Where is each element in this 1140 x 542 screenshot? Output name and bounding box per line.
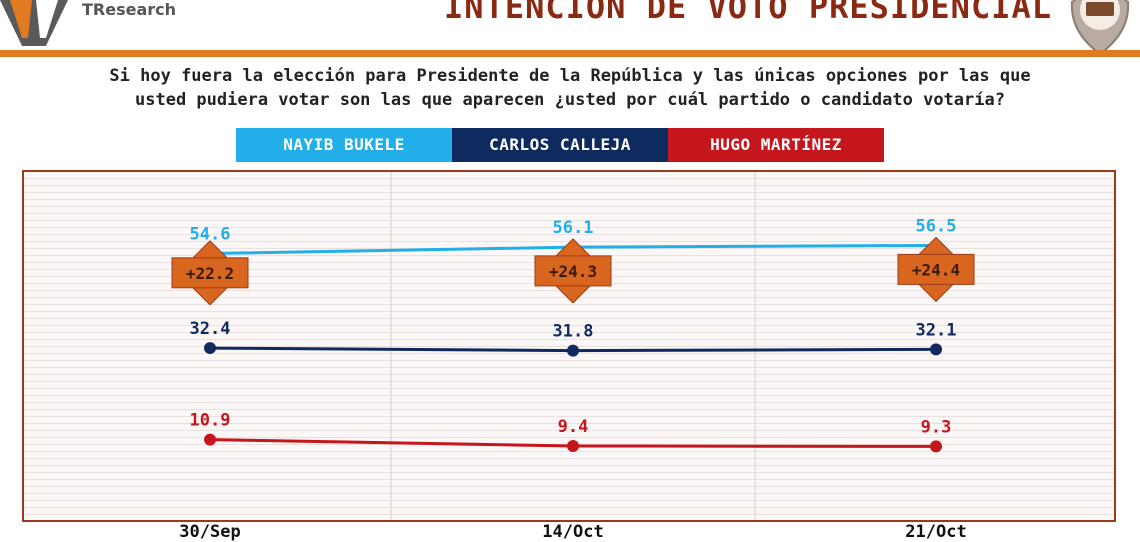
data-point-1-0 <box>204 342 216 355</box>
difference-badge-2: +24.4 <box>897 236 975 303</box>
difference-box-2 <box>897 253 975 285</box>
brand-name: TResearch <box>82 0 177 19</box>
x-tick-label-21-oct: 21/Oct <box>905 522 967 542</box>
difference-box-0 <box>171 257 249 289</box>
x-tick-label-14-oct: 14/Oct <box>542 522 604 542</box>
difference-label-0: +22.2 <box>186 264 234 283</box>
header-rule <box>0 50 1140 57</box>
data-point-1-2 <box>930 343 942 356</box>
question-line-1: Si hoy fuera la elección para Presidente… <box>109 66 1031 86</box>
logo-icon <box>0 0 68 46</box>
legend-item-calleja: CARLOS CALLEJA <box>452 128 668 162</box>
data-label-2-1: 9.4 <box>558 417 589 437</box>
legend-item-martinez: HUGO MARTÍNEZ <box>668 128 884 162</box>
data-point-2-2 <box>930 440 942 453</box>
difference-label-1: +24.3 <box>549 262 597 281</box>
chart-legend: NAYIB BUKELE CARLOS CALLEJA HUGO MARTÍNE… <box>236 128 884 162</box>
data-label-0-0: 54.6 <box>190 225 231 245</box>
difference-label-2: +24.4 <box>912 260 960 279</box>
data-label-2-2: 9.3 <box>921 417 952 437</box>
x-tick-label-30-sep: 30/Sep <box>179 522 241 542</box>
data-label-0-1: 56.1 <box>553 218 594 238</box>
page-title: INTENCIÓN DE VOTO PRESIDENCIAL <box>444 0 1052 26</box>
data-label-2-0: 10.9 <box>190 411 231 431</box>
legend-item-bukele: NAYIB BUKELE <box>236 128 452 162</box>
ballot-box-icon <box>1070 0 1130 56</box>
data-label-1-2: 32.1 <box>916 320 957 340</box>
data-label-1-0: 32.4 <box>190 319 231 339</box>
data-point-1-1 <box>567 344 579 357</box>
data-label-0-2: 56.5 <box>916 216 957 236</box>
data-point-2-0 <box>204 433 216 446</box>
difference-badge-1: +24.3 <box>534 238 612 304</box>
difference-badge-0: +22.2 <box>171 240 249 306</box>
difference-box-1 <box>534 255 612 287</box>
data-point-2-1 <box>567 439 579 452</box>
question-line-2: usted pudiera votar son las que aparecen… <box>135 90 1005 110</box>
survey-question: Si hoy fuera la elección para Presidente… <box>20 64 1120 112</box>
data-label-1-1: 31.8 <box>553 322 594 342</box>
header: TResearch INTENCIÓN DE VOTO PRESIDENCIAL <box>0 0 1140 57</box>
